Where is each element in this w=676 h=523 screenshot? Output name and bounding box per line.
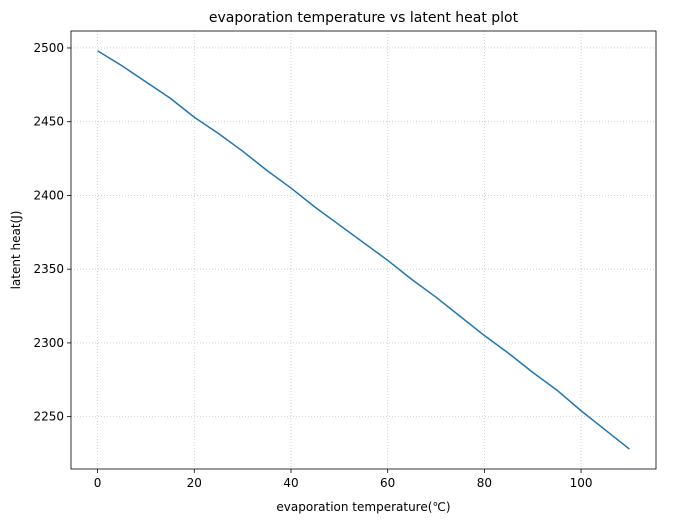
y-tick-label: 2350 xyxy=(33,262,64,276)
x-axis: 0 20 40 60 80 100 xyxy=(94,469,593,490)
y-tick-label: 2500 xyxy=(33,41,64,55)
y-tick-label: 2400 xyxy=(33,188,64,202)
chart-title: evaporation temperature vs latent heat p… xyxy=(209,10,519,26)
x-axis-label: evaporation temperature(℃) xyxy=(276,500,450,514)
x-tick-label: 80 xyxy=(477,476,492,490)
y-axis-label: latent heat(J) xyxy=(9,211,23,290)
series-layer xyxy=(97,50,630,450)
y-tick-label: 2450 xyxy=(33,115,64,129)
x-tick-label: 100 xyxy=(570,476,593,490)
x-tick-label: 60 xyxy=(380,476,395,490)
grid xyxy=(71,31,656,469)
y-axis: 2250 2300 2350 2400 2450 2500 xyxy=(33,41,71,424)
y-tick-label: 2250 xyxy=(33,410,64,424)
x-tick-label: 0 xyxy=(94,476,102,490)
x-tick-label: 40 xyxy=(283,476,298,490)
x-tick-label: 20 xyxy=(187,476,202,490)
y-tick-label: 2300 xyxy=(33,336,64,350)
plot-area-frame xyxy=(70,30,657,470)
series-line xyxy=(97,50,630,450)
